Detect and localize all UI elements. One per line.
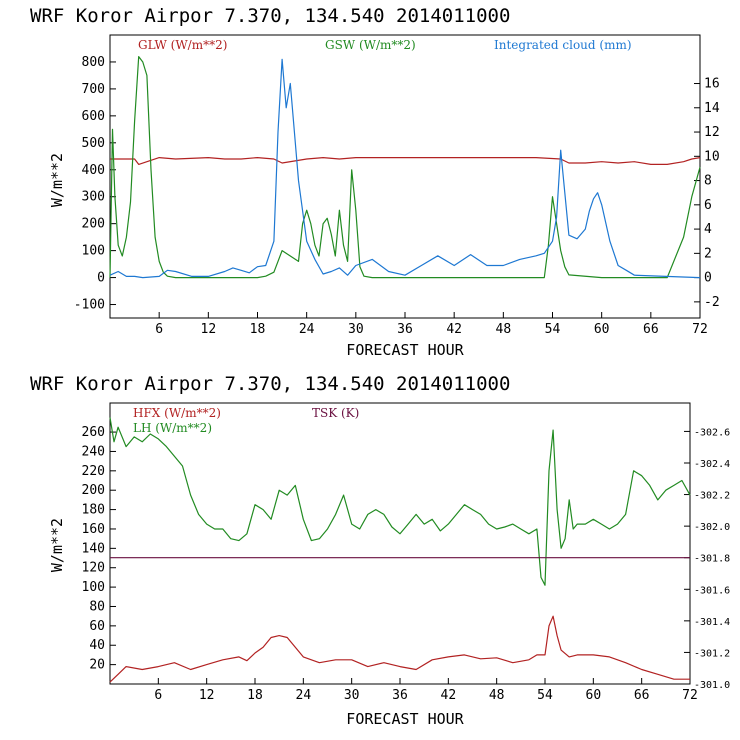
y-tick-label: 20 <box>89 658 105 673</box>
legend-integrated-cloud: Integrated cloud (mm) <box>494 38 632 52</box>
y2-tick-label: 12 <box>704 125 720 140</box>
y-tick-label: 100 <box>82 244 105 259</box>
x-tick-label: 18 <box>247 688 263 703</box>
x-tick-label: 12 <box>199 688 215 703</box>
x-tick-label: 60 <box>594 322 610 337</box>
x-tick-label: 54 <box>545 322 561 337</box>
x-tick-label: 66 <box>643 322 659 337</box>
series-line-hfx <box>109 615 690 683</box>
x-tick-label: 72 <box>682 688 698 703</box>
y2-tick-label: 6 <box>704 198 712 213</box>
y-tick-label: 100 <box>82 580 105 595</box>
chart-1: WRF Koror Airpor 7.370, 134.540 20140110… <box>30 5 720 359</box>
y-tick-label: 160 <box>82 522 105 537</box>
x-tick-label: 24 <box>299 322 315 337</box>
x-tick-label: 24 <box>296 688 312 703</box>
y-tick-label: 0 <box>97 271 105 286</box>
x-tick-label: 48 <box>496 322 512 337</box>
y2-tick-label: 8 <box>704 174 712 189</box>
y2-tick-label: 16 <box>704 77 720 92</box>
y-tick-label: 600 <box>82 109 105 124</box>
y-tick-label: 140 <box>82 541 105 556</box>
y2-tick-label: -301.0 <box>694 680 730 691</box>
x-tick-label: 36 <box>397 322 413 337</box>
y2-tick-label: 4 <box>704 222 712 237</box>
x-tick-label: 18 <box>250 322 266 337</box>
chart-1-ylabel: W/m**2 <box>48 153 66 207</box>
legend-glw: GLW (W/m**2) <box>138 38 227 52</box>
y-tick-label: 800 <box>82 55 105 70</box>
y-tick-label: 240 <box>82 444 105 459</box>
y-tick-label: 500 <box>82 136 105 151</box>
y-tick-label: 120 <box>82 561 105 576</box>
y-tick-label: 80 <box>89 599 105 614</box>
x-tick-label: 42 <box>446 322 462 337</box>
series-line-integrated <box>109 58 701 279</box>
y-tick-label: 400 <box>82 163 105 178</box>
x-tick-label: 42 <box>441 688 457 703</box>
y-tick-label: 200 <box>82 483 105 498</box>
legend-hfx: HFX (W/m**2) <box>133 406 221 420</box>
chart-2-frame <box>109 402 691 685</box>
y2-tick-label: -301.8 <box>694 554 730 565</box>
y2-tick-label: -301.2 <box>694 648 730 659</box>
legend-lh: LH (W/m**2) <box>133 421 212 435</box>
chart-2: WRF Koror Airpor 7.370, 134.540 20140110… <box>30 373 730 728</box>
x-tick-label: 54 <box>537 688 553 703</box>
y-tick-label: 220 <box>82 464 105 479</box>
x-tick-label: 12 <box>201 322 217 337</box>
y-tick-label: -100 <box>74 298 105 313</box>
x-tick-label: 48 <box>489 688 505 703</box>
series-line-lh <box>109 417 691 586</box>
legend-gsw: GSW (W/m**2) <box>325 38 416 52</box>
legend-tsk: TSK (K) <box>312 406 359 420</box>
y2-tick-label: -302.6 <box>694 427 730 438</box>
y2-tick-label: -302.0 <box>694 522 730 533</box>
y2-tick-label: -302.2 <box>694 491 730 502</box>
y-tick-label: 260 <box>82 425 105 440</box>
y2-tick-label: 0 <box>704 271 712 286</box>
x-tick-label: 6 <box>155 322 163 337</box>
y-tick-label: 200 <box>82 217 105 232</box>
y2-tick-label: 14 <box>704 101 720 116</box>
chart-2-ylabel: W/m**2 <box>48 518 66 572</box>
series-line-glw <box>110 157 701 165</box>
y-tick-label: 60 <box>89 619 105 634</box>
chart-2-title: WRF Koror Airpor 7.370, 134.540 20140110… <box>30 373 510 395</box>
x-tick-label: 66 <box>634 688 650 703</box>
chart-1-title: WRF Koror Airpor 7.370, 134.540 20140110… <box>30 5 510 27</box>
chart-1-xlabel: FORECAST HOUR <box>346 341 464 359</box>
x-tick-label: 30 <box>344 688 360 703</box>
y-tick-label: 40 <box>89 638 105 653</box>
y-tick-label: 180 <box>82 503 105 518</box>
y2-tick-label: -301.4 <box>694 617 730 628</box>
x-tick-label: 6 <box>154 688 162 703</box>
series-line-gsw <box>109 56 701 279</box>
y2-tick-label: -302.4 <box>694 459 730 470</box>
y2-tick-label: 2 <box>704 246 712 261</box>
y-tick-label: 300 <box>82 190 105 205</box>
y2-tick-label: -301.6 <box>694 585 730 596</box>
x-tick-label: 36 <box>392 688 408 703</box>
y2-tick-label: 10 <box>704 149 720 164</box>
x-tick-label: 30 <box>348 322 364 337</box>
y2-tick-label: -2 <box>704 295 720 310</box>
y-tick-label: 700 <box>82 82 105 97</box>
x-tick-label: 60 <box>586 688 602 703</box>
x-tick-label: 72 <box>692 322 708 337</box>
chart-2-xlabel: FORECAST HOUR <box>346 710 464 728</box>
